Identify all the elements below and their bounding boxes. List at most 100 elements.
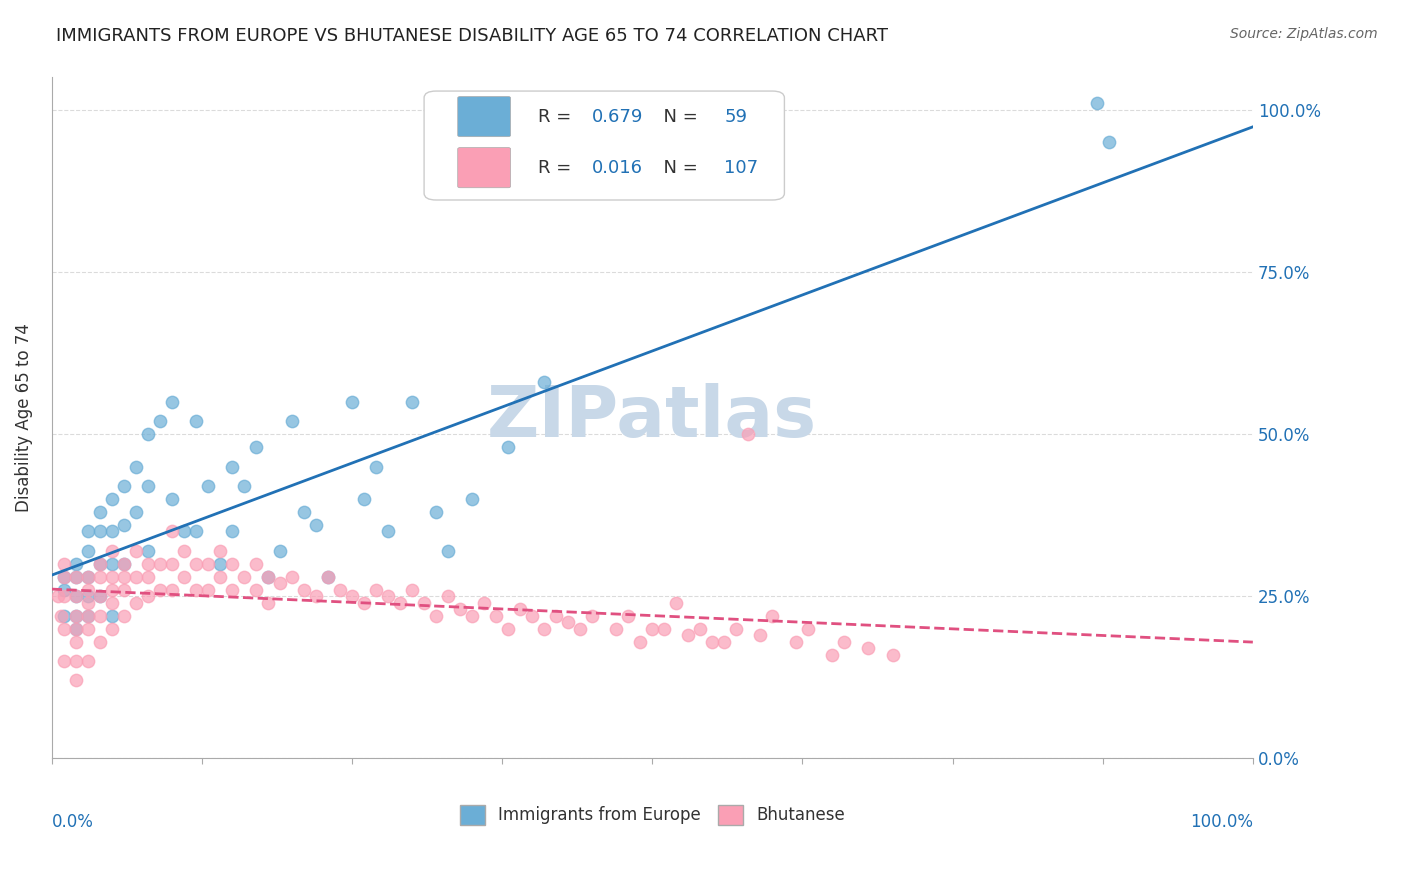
Text: 59: 59	[724, 108, 748, 126]
Point	[52, 570, 75, 584]
Point	[797, 622, 820, 636]
Point	[340, 589, 363, 603]
Point	[389, 596, 412, 610]
Point	[149, 582, 172, 597]
Point	[834, 634, 856, 648]
Point	[292, 505, 315, 519]
Point	[76, 608, 98, 623]
Point	[125, 505, 148, 519]
Point	[65, 589, 87, 603]
Point	[149, 557, 172, 571]
Point	[269, 576, 291, 591]
Point	[89, 557, 111, 571]
Point	[245, 582, 267, 597]
Point	[52, 622, 75, 636]
Point	[702, 634, 724, 648]
Point	[533, 622, 555, 636]
Point	[329, 582, 352, 597]
Point	[52, 582, 75, 597]
Point	[557, 615, 579, 629]
Point	[546, 608, 568, 623]
Point	[173, 570, 195, 584]
Text: R =: R =	[538, 159, 578, 177]
Point	[353, 491, 375, 506]
Point	[269, 543, 291, 558]
Point	[89, 570, 111, 584]
Point	[101, 582, 124, 597]
Point	[281, 570, 304, 584]
Point	[76, 596, 98, 610]
Legend: Immigrants from Europe, Bhutanese: Immigrants from Europe, Bhutanese	[453, 798, 852, 831]
Point	[197, 557, 219, 571]
Point	[160, 557, 183, 571]
Point	[112, 479, 135, 493]
Point	[101, 491, 124, 506]
Point	[496, 440, 519, 454]
Point	[509, 602, 531, 616]
Point	[569, 622, 592, 636]
Point	[522, 608, 544, 623]
Point	[65, 654, 87, 668]
Point	[136, 543, 159, 558]
Point	[221, 582, 243, 597]
Point	[425, 608, 447, 623]
Point	[46, 589, 69, 603]
Point	[65, 622, 87, 636]
Point	[65, 570, 87, 584]
Point	[173, 524, 195, 539]
Point	[101, 596, 124, 610]
Point	[65, 608, 87, 623]
Point	[485, 608, 508, 623]
Point	[641, 622, 664, 636]
Point	[136, 557, 159, 571]
Point	[89, 608, 111, 623]
Point	[858, 641, 880, 656]
Point	[101, 524, 124, 539]
Point	[65, 557, 87, 571]
Text: N =: N =	[652, 108, 704, 126]
Y-axis label: Disability Age 65 to 74: Disability Age 65 to 74	[15, 324, 32, 512]
Point	[160, 582, 183, 597]
Point	[76, 589, 98, 603]
Point	[184, 557, 207, 571]
Point	[112, 557, 135, 571]
Point	[89, 524, 111, 539]
Point	[101, 570, 124, 584]
Point	[232, 570, 254, 584]
Point	[125, 570, 148, 584]
Point	[136, 570, 159, 584]
Point	[89, 557, 111, 571]
Point	[51, 608, 73, 623]
Point	[208, 557, 231, 571]
Point	[52, 608, 75, 623]
Point	[184, 582, 207, 597]
Point	[160, 394, 183, 409]
Point	[316, 570, 339, 584]
Point	[89, 505, 111, 519]
Point	[581, 608, 603, 623]
Point	[305, 517, 328, 532]
Point	[882, 648, 904, 662]
Text: 0.679: 0.679	[592, 108, 644, 126]
Point	[665, 596, 688, 610]
Point	[749, 628, 772, 642]
Point	[628, 634, 651, 648]
Text: 0.016: 0.016	[592, 159, 643, 177]
Point	[76, 524, 98, 539]
FancyBboxPatch shape	[425, 91, 785, 200]
Point	[173, 543, 195, 558]
Point	[617, 608, 640, 623]
Point	[221, 459, 243, 474]
FancyBboxPatch shape	[458, 96, 510, 136]
Point	[413, 596, 436, 610]
Point	[76, 654, 98, 668]
Point	[678, 628, 700, 642]
Point	[125, 543, 148, 558]
Point	[160, 524, 183, 539]
Point	[76, 570, 98, 584]
Point	[136, 479, 159, 493]
Point	[184, 414, 207, 428]
Point	[76, 543, 98, 558]
Point	[364, 459, 387, 474]
Point	[425, 505, 447, 519]
